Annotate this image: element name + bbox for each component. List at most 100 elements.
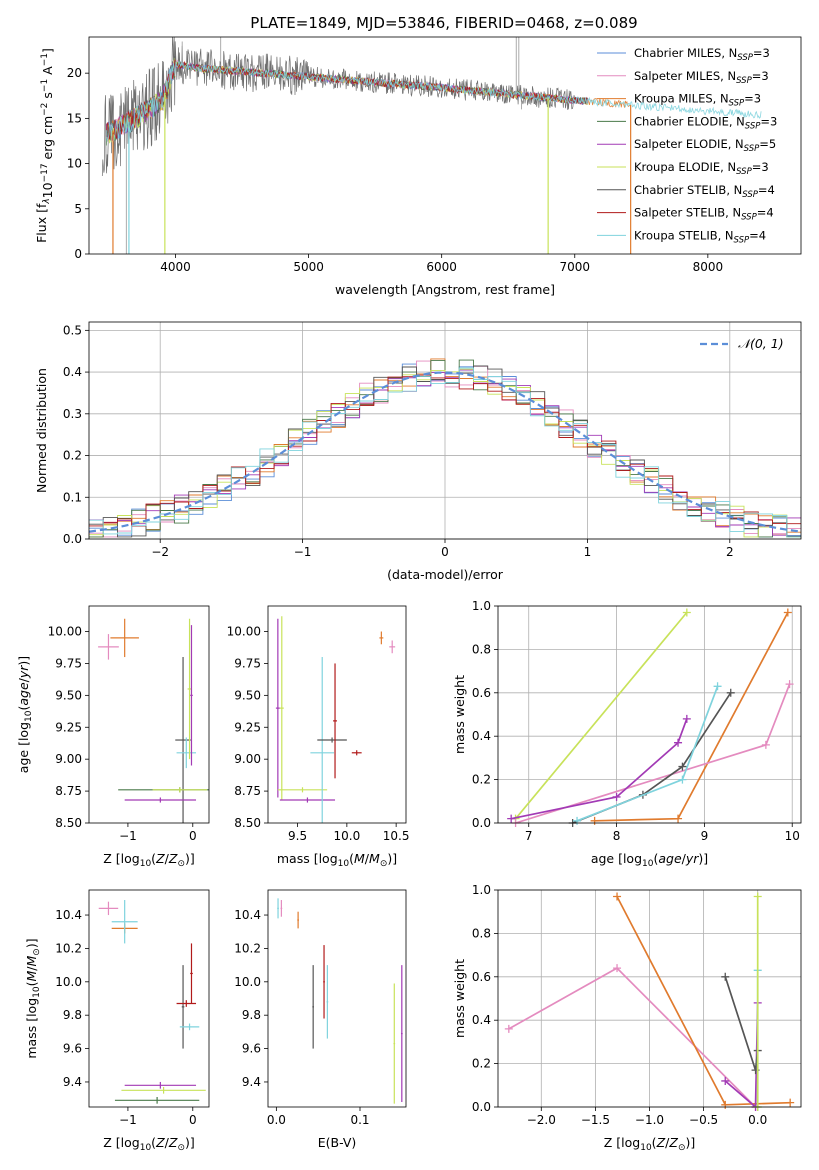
weight-series-line bbox=[515, 683, 791, 823]
weight-marker bbox=[761, 740, 770, 749]
y-tick-label: 9.8 bbox=[63, 1008, 82, 1022]
y-tick-label: 9.00 bbox=[55, 752, 82, 766]
y-tick-label: 10 bbox=[67, 157, 82, 171]
y-tick-label: 15 bbox=[67, 111, 82, 125]
y-tick-label: 9.75 bbox=[234, 656, 261, 670]
y-axis-label: Normed distribution bbox=[34, 368, 49, 493]
y-tick-label: 0.2 bbox=[472, 1057, 491, 1071]
legend-label-val: =3 bbox=[753, 46, 770, 60]
weight-series-line bbox=[511, 718, 688, 820]
weight-marker bbox=[783, 608, 792, 617]
y-tick-label: 0.2 bbox=[472, 773, 491, 787]
label-part: ( bbox=[151, 851, 156, 866]
label-part: 10 bbox=[640, 1143, 652, 1153]
y-tick-label: 0.8 bbox=[472, 642, 491, 656]
x-tick-label: −1 bbox=[294, 545, 312, 559]
y-tick-label: 9.50 bbox=[234, 688, 261, 702]
x-tick-label: 0 bbox=[189, 1113, 197, 1127]
label-part: age [log bbox=[591, 851, 642, 866]
legend-label-val: =3 bbox=[752, 160, 769, 174]
y-tick-label: 9.50 bbox=[55, 688, 82, 702]
x-tick-label: 5000 bbox=[293, 260, 324, 274]
x-tick-label: −0.5 bbox=[689, 1113, 718, 1127]
label-part: A bbox=[40, 66, 55, 79]
legend-label-sub: SSP bbox=[736, 76, 752, 86]
weight-marker bbox=[507, 814, 516, 823]
weight-vs-Z-panel: −2.0 −1.5 −1.0 −0.5 0.0 0.0 0.2 0.4 0.6 0.8 1.0 mas… bbox=[452, 883, 802, 1153]
label-part: Z bbox=[168, 1135, 178, 1150]
legend-label-val: =5 bbox=[759, 137, 776, 151]
y-axis-label: Flux [fλ10−17 erg cm−2 s−1 A−1] bbox=[34, 48, 55, 243]
label-part: )] bbox=[185, 851, 195, 866]
label-part: yr bbox=[16, 665, 31, 679]
x-tick-label: −1 bbox=[119, 1113, 137, 1127]
y-tick-label: 9.75 bbox=[55, 656, 82, 670]
weight-marker bbox=[678, 762, 687, 771]
legend-label-sub: SSP bbox=[737, 53, 753, 63]
y-tick-label: 1.0 bbox=[472, 599, 491, 613]
label-part: ⊙ bbox=[380, 859, 388, 869]
y-tick-label: 0.4 bbox=[63, 365, 82, 379]
axes-frame bbox=[267, 889, 407, 1108]
label-part: ( bbox=[652, 1135, 657, 1150]
weight-marker bbox=[504, 1024, 513, 1033]
weight-marker bbox=[786, 1098, 795, 1107]
y-tick-label: 0.6 bbox=[472, 970, 491, 984]
x-tick-label: 10.5 bbox=[383, 829, 410, 843]
y-tick-label: 8.50 bbox=[55, 816, 82, 830]
weight-marker bbox=[613, 892, 622, 901]
x-tick-label: 8 bbox=[613, 829, 621, 843]
y-tick-label: 9.6 bbox=[63, 1042, 82, 1056]
y-tick-label: 10.0 bbox=[55, 975, 82, 989]
y-axis-label: age [log10(age/yr)] bbox=[16, 656, 34, 773]
label-part: )] bbox=[24, 938, 39, 948]
y-axis-label: mass [log10(M/M⊙)] bbox=[24, 938, 42, 1058]
x-tick-label: 0 bbox=[189, 829, 197, 843]
weight-marker bbox=[785, 680, 794, 689]
legend-label-val: =3 bbox=[760, 114, 777, 128]
x-tick-label: 0.1 bbox=[350, 1113, 369, 1127]
weight-marker bbox=[674, 814, 683, 823]
weight-series-line bbox=[724, 976, 759, 1071]
legend-label-val: =4 bbox=[749, 228, 766, 242]
legend-label: Kroupa STELIB, NSSP=4 bbox=[634, 228, 766, 245]
x-tick-label: 9.5 bbox=[288, 829, 307, 843]
y-tick-label: 10.0 bbox=[234, 975, 261, 989]
label-part: ] bbox=[40, 48, 55, 53]
y-tick-label: 0.4 bbox=[472, 1013, 491, 1027]
legend-label: Salpeter MILES, NSSP=3 bbox=[634, 69, 769, 86]
label-part: M bbox=[369, 851, 380, 866]
x-tick-label: 7000 bbox=[559, 260, 590, 274]
weight-marker bbox=[721, 1100, 730, 1109]
label-part: / bbox=[665, 1135, 670, 1150]
legend-label-sub: SSP bbox=[745, 121, 761, 131]
legend-label-text: Kroupa STELIB, N bbox=[634, 228, 734, 242]
x-axis-label: (data-model)/error bbox=[387, 567, 504, 582]
x-tick-label: 0 bbox=[441, 545, 449, 559]
label-part: )] bbox=[185, 1135, 195, 1150]
x-axis-label: Z [log10(Z/Z⊙)] bbox=[604, 1135, 696, 1153]
legend-label-sub: SSP bbox=[736, 167, 752, 177]
y-tick-label: 5 bbox=[74, 202, 82, 216]
x-axis-label: mass [log10(M/M⊙)] bbox=[277, 851, 397, 869]
label-part: 10 bbox=[24, 710, 34, 722]
weight-marker bbox=[678, 775, 687, 784]
legend-label-text: Kroupa ELODIE, N bbox=[634, 160, 736, 174]
x-tick-label: 10 bbox=[785, 829, 800, 843]
y-tick-label: 0.6 bbox=[472, 686, 491, 700]
weight-marker bbox=[682, 608, 691, 617]
observed-spectrum bbox=[101, 37, 575, 177]
x-tick-label: 7 bbox=[525, 829, 533, 843]
y-tick-label: 9.4 bbox=[63, 1075, 82, 1089]
label-part: −1 bbox=[40, 53, 50, 66]
axes-frame bbox=[88, 889, 210, 1108]
y-tick-label: 0.1 bbox=[63, 490, 82, 504]
label-part: Z bbox=[668, 1135, 678, 1150]
y-tick-label: 0.5 bbox=[63, 323, 82, 337]
legend-label: Chabrier MILES, NSSP=3 bbox=[634, 46, 770, 63]
spectrum-panel: 4000 5000 6000 7000 8000 0 5 10 15 20 Chabrier MIL… bbox=[34, 36, 802, 297]
y-tick-label: 9.8 bbox=[242, 1008, 261, 1022]
label-part: / bbox=[682, 851, 687, 866]
label-part: −2 bbox=[40, 103, 50, 116]
figure-title: PLATE=1849, MJD=53846, FIBERID=0468, z=0… bbox=[250, 14, 637, 32]
